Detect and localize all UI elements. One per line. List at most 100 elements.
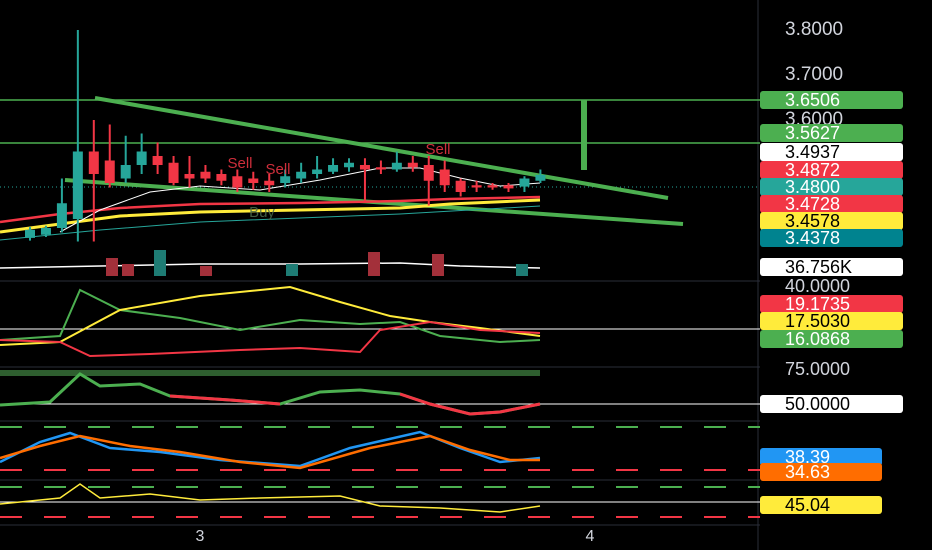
price-badge bbox=[760, 463, 882, 481]
price-badge-label: 3.4872 bbox=[785, 160, 840, 180]
candle-body bbox=[391, 162, 402, 170]
candle-body bbox=[280, 176, 291, 183]
price-badge bbox=[760, 161, 903, 179]
price-badge-label: 38.39 bbox=[785, 447, 830, 467]
price-badge bbox=[760, 312, 903, 330]
candle-body bbox=[232, 176, 243, 188]
indicator-line bbox=[0, 288, 541, 344]
price-tick-label: 3.7000 bbox=[785, 64, 843, 85]
volume-bars bbox=[106, 250, 528, 276]
price-badge-label: 16.0868 bbox=[785, 329, 850, 349]
price-tick-label: 3.8000 bbox=[785, 19, 843, 40]
moving-average bbox=[0, 198, 541, 234]
candle-body bbox=[344, 162, 354, 168]
candle-body bbox=[455, 180, 466, 192]
signal-label: Sell bbox=[425, 141, 450, 158]
price-badge bbox=[760, 229, 903, 247]
candle-body bbox=[503, 185, 514, 189]
price-badge-label: 3.4578 bbox=[785, 211, 840, 231]
candle-body bbox=[439, 169, 450, 186]
volume-bar bbox=[432, 254, 444, 276]
candle-body bbox=[487, 185, 498, 188]
volume-bar bbox=[516, 264, 528, 276]
time-tick-label: 4 bbox=[586, 528, 595, 545]
candle-body bbox=[120, 165, 131, 179]
candle-body bbox=[264, 180, 275, 186]
price-badge-label: 3.4378 bbox=[785, 228, 840, 248]
price-badge bbox=[760, 212, 903, 230]
price-badge bbox=[760, 178, 903, 196]
indicator-line bbox=[399, 392, 541, 416]
candle-body bbox=[296, 171, 307, 179]
candle-body bbox=[312, 169, 323, 174]
volume-average bbox=[0, 262, 541, 269]
price-badge-label: 50.0000 bbox=[785, 394, 850, 414]
candle-body bbox=[25, 229, 35, 238]
volume-bar bbox=[368, 252, 380, 276]
trendline bbox=[94, 96, 669, 200]
candle-body bbox=[168, 162, 179, 183]
candle-body bbox=[375, 167, 386, 170]
candle-body bbox=[104, 160, 115, 183]
candle-body bbox=[423, 165, 434, 181]
candle-body bbox=[40, 228, 51, 235]
price-badge-label: 3.4937 bbox=[785, 142, 840, 162]
band bbox=[0, 370, 540, 376]
candle-body bbox=[216, 174, 227, 181]
price-badge-label: 45.04 bbox=[785, 495, 830, 515]
price-badge-label: 17.5030 bbox=[785, 311, 850, 331]
moving-average bbox=[59, 167, 541, 233]
price-badge bbox=[760, 195, 903, 213]
price-badge bbox=[760, 395, 903, 413]
candle-body bbox=[200, 171, 211, 179]
price-badge bbox=[760, 143, 903, 161]
indicator-line bbox=[0, 320, 541, 358]
price-badge bbox=[760, 258, 903, 276]
volume-bar bbox=[286, 264, 298, 276]
candle-body bbox=[248, 178, 259, 183]
candle-body bbox=[72, 151, 83, 219]
target-bar bbox=[581, 100, 587, 170]
candle-body bbox=[136, 151, 147, 165]
candle-body bbox=[56, 203, 67, 228]
volume-bar bbox=[154, 250, 166, 276]
price-badge-label: 40.0000 bbox=[785, 276, 850, 296]
candle-body bbox=[184, 174, 195, 179]
price-badge bbox=[760, 330, 903, 348]
candle-body bbox=[471, 185, 482, 188]
price-badge-label: 75.0000 bbox=[785, 359, 850, 379]
price-badge-label: 3.5627 bbox=[785, 123, 840, 143]
candles bbox=[25, 30, 546, 242]
price-badge bbox=[760, 448, 882, 466]
signal-label: Sell bbox=[265, 161, 290, 178]
candle-body bbox=[328, 165, 339, 172]
candle-body bbox=[152, 156, 163, 165]
price-badge bbox=[760, 295, 903, 313]
price-badge-label: 19.1735 bbox=[785, 294, 850, 314]
candle-body bbox=[519, 178, 530, 187]
price-badge-label: 36.756K bbox=[785, 257, 852, 277]
candle-body bbox=[535, 174, 546, 181]
signal-label: Sell bbox=[227, 155, 252, 172]
candle-body bbox=[359, 165, 370, 170]
price-badge-label: 3.4728 bbox=[785, 194, 840, 214]
price-badge-label: 3.4800 bbox=[785, 177, 840, 197]
volume-bar bbox=[122, 264, 134, 276]
candle-body bbox=[88, 151, 99, 174]
price-badge bbox=[760, 496, 882, 514]
price-badge bbox=[760, 91, 903, 109]
volume-bar bbox=[200, 266, 212, 276]
signal-label: Buy bbox=[249, 204, 275, 221]
volume-bar bbox=[106, 258, 118, 276]
candle-body bbox=[407, 162, 418, 168]
time-tick-label: 3 bbox=[196, 528, 205, 545]
price-badge bbox=[760, 124, 903, 142]
indicator-line bbox=[0, 434, 540, 470]
indicator-line bbox=[0, 483, 541, 513]
indicator-line bbox=[169, 394, 281, 406]
moving-average bbox=[0, 195, 541, 224]
moving-average bbox=[0, 205, 541, 241]
price-badge-label: 3.6506 bbox=[785, 90, 840, 110]
